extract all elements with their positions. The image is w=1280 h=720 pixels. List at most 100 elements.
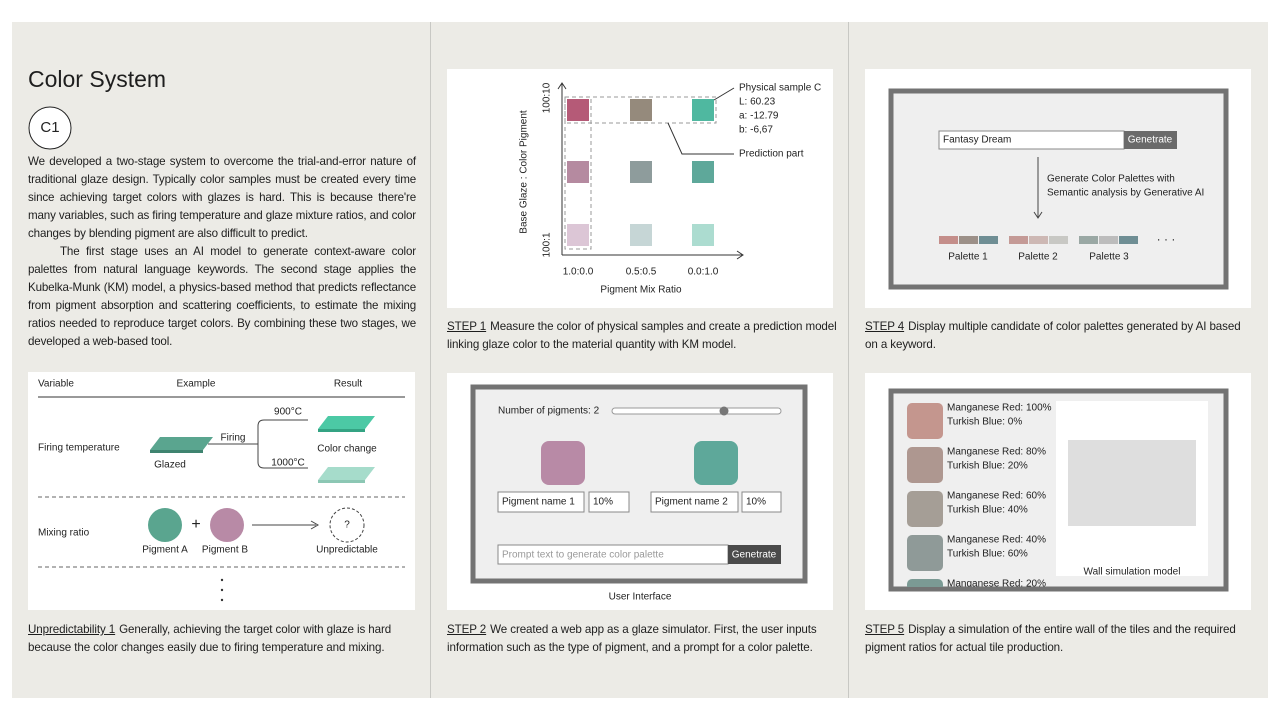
caption-label: STEP 2 <box>447 623 487 636</box>
callout <box>713 87 735 101</box>
tile-edge <box>318 480 365 483</box>
result-label: Color change <box>317 444 377 455</box>
ratio-swatch <box>907 491 943 527</box>
branch <box>257 419 308 469</box>
ui-frame <box>888 88 1229 290</box>
caption-text: Measure the color of physical samples an… <box>447 320 837 351</box>
prompt-placeholder: Prompt text to generate color palette <box>502 550 664 561</box>
ratio-list: Manganese Red: 100% Turkish Blue: 0% Manga… <box>907 403 1052 587</box>
ratio-text: Turkish Blue: 60% <box>947 549 1028 560</box>
swatch <box>630 161 652 183</box>
slider-track[interactable] <box>611 407 782 415</box>
palette-swatch <box>1049 236 1068 244</box>
process-label: Firing <box>220 433 245 444</box>
name-input[interactable] <box>497 491 585 513</box>
pigment-label: Pigment A <box>142 545 188 556</box>
x-tick: 0.5:0.5 <box>626 267 657 278</box>
tile-edge <box>150 450 203 453</box>
caption-text: Display multiple candidate of color pale… <box>865 320 1241 351</box>
swatch <box>692 224 714 246</box>
x-tick: 1.0:0.0 <box>563 267 594 278</box>
prediction-label: Prediction part <box>739 149 804 160</box>
keyword: Fantasy Dream <box>943 135 1011 146</box>
palette-swatch <box>1029 236 1048 244</box>
table-header: Example <box>177 379 216 390</box>
pigment-count: Number of pigments: 2 <box>498 406 600 417</box>
pigment-label: Pigment B <box>202 545 248 556</box>
result-tile <box>318 416 375 429</box>
callout <box>667 122 734 155</box>
ellipsis-dot <box>220 578 224 582</box>
prediction-box <box>564 96 717 124</box>
caption-text: Generally, achieving the target color wi… <box>28 623 392 654</box>
palette-swatch <box>939 236 958 244</box>
ratio-input[interactable] <box>741 491 782 513</box>
button-label: Genetrate <box>1128 135 1173 146</box>
figure-box <box>28 372 415 610</box>
palette-swatch <box>1009 236 1028 244</box>
ratio-input[interactable] <box>588 491 630 513</box>
generate-button[interactable] <box>1124 131 1177 149</box>
table-header: Result <box>334 379 363 390</box>
temperature: 900°C <box>274 407 302 418</box>
ratio-text: Manganese Red: 100% <box>947 403 1052 414</box>
caption: STEP 1 Measure the color of physical samp… <box>447 318 837 353</box>
caption-label: STEP 1 <box>447 320 487 333</box>
ratio-text: Turkish Blue: 20% <box>947 461 1028 472</box>
swatch <box>692 161 714 183</box>
badge: C1 <box>40 119 59 136</box>
palette-swatch <box>979 236 998 244</box>
caption-text: We created a web app as a glaze simulato… <box>447 623 817 654</box>
note: Generate Color Palettes with <box>1047 174 1175 185</box>
caption-text: Display a simulation of the entire wall … <box>865 623 1236 654</box>
caption-label: Unpredictability 1 <box>28 623 116 636</box>
slider-knob[interactable] <box>719 406 729 416</box>
glazed-tile <box>150 437 213 450</box>
pigment-b <box>210 508 244 542</box>
name-input-text: Pigment name 1 <box>502 497 575 508</box>
axis-arrow <box>736 250 744 260</box>
x-tick: 0.0:1.0 <box>688 267 719 278</box>
swatch <box>630 224 652 246</box>
name-input[interactable] <box>650 491 739 513</box>
note: Semantic analysis by Generative AI <box>1047 188 1204 199</box>
y-axis-label: Base Glaze : Color Pigment <box>519 110 530 234</box>
caption: STEP 5 Display a simulation of the entire… <box>865 621 1255 656</box>
figure-label: Wall simulation model <box>1084 567 1181 578</box>
ratio-swatch <box>907 579 943 587</box>
sample-value: b: -6,67 <box>739 125 773 136</box>
ratio-text: Manganese Red: 80% <box>947 447 1046 458</box>
ratio-text: Manganese Red: 60% <box>947 491 1046 502</box>
palette-label: Palette 2 <box>1018 252 1058 263</box>
temperature: 1000°C <box>271 458 304 469</box>
caption: STEP 4 Display multiple candidate of colo… <box>865 318 1255 353</box>
x-axis-label: Pigment Mix Ratio <box>600 285 682 296</box>
caption-label: STEP 4 <box>865 320 905 333</box>
sample-value: a: -12.79 <box>739 111 779 122</box>
generate-button[interactable] <box>728 545 781 564</box>
prediction-box <box>564 96 592 250</box>
swatch <box>692 99 714 121</box>
ratio-input-text: 10% <box>746 497 766 508</box>
swatch <box>567 161 589 183</box>
palette-swatch <box>1119 236 1138 244</box>
ratio-swatch <box>907 447 943 483</box>
result-label: Unpredictable <box>316 545 378 556</box>
caption: STEP 2 We created a web app as a glaze si… <box>447 621 837 656</box>
palette-swatch <box>959 236 978 244</box>
more: · · · <box>1157 232 1176 246</box>
palette-swatch <box>1099 236 1118 244</box>
name-input-text: Pigment name 2 <box>655 497 728 508</box>
tile-edge <box>318 429 365 432</box>
caption-label: STEP 5 <box>865 623 905 636</box>
sample-value: L: 60.23 <box>739 97 776 108</box>
pigment-swatch <box>694 441 738 485</box>
tile-label: Glazed <box>154 460 186 471</box>
ratio-swatch <box>907 403 943 439</box>
sample-label: Physical sample C <box>739 83 821 94</box>
row-label: Mixing ratio <box>38 528 90 539</box>
y-tick: 100:1 <box>542 232 553 257</box>
swatch <box>630 99 652 121</box>
swatch <box>567 224 589 246</box>
ratio-input-text: 10% <box>593 497 613 508</box>
